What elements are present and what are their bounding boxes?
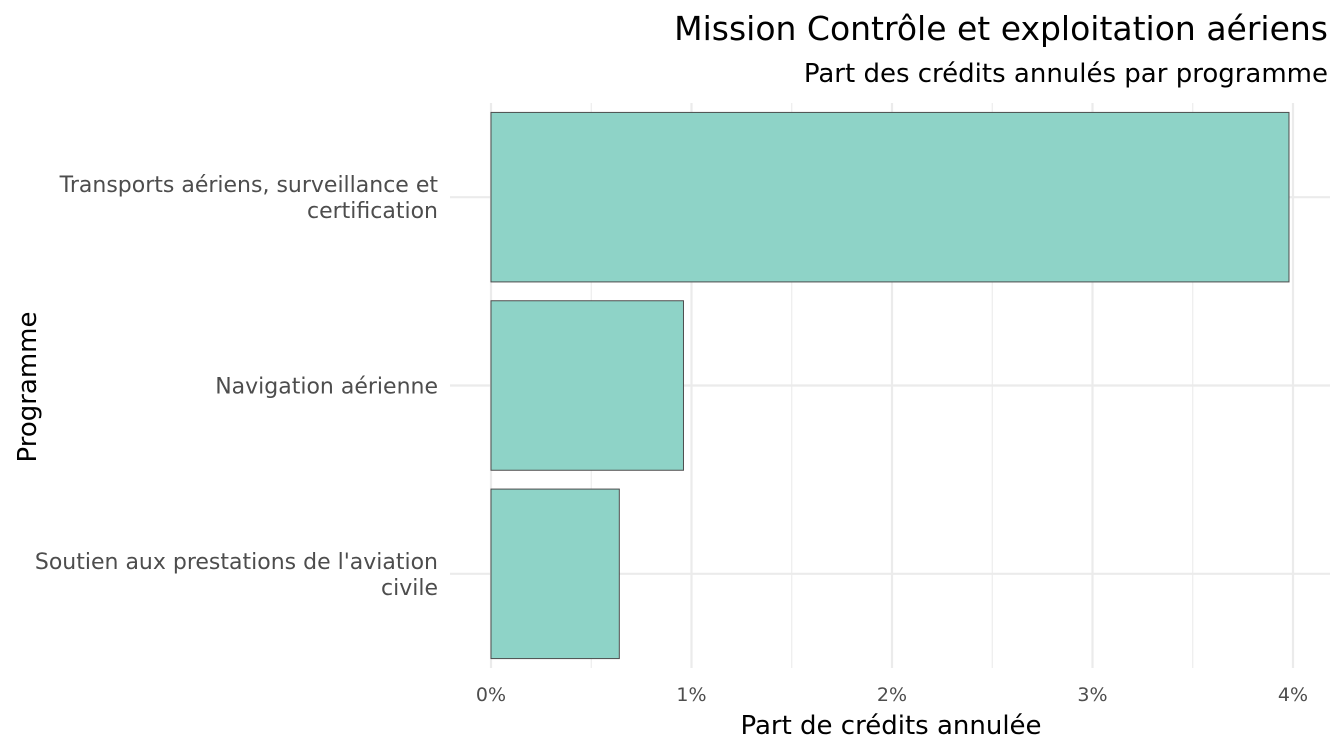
chart-subtitle: Part des crédits annulés par programme — [804, 59, 1328, 89]
category-label: Soutien aux prestations de l'aviation civ… — [35, 550, 438, 601]
bar-3 — [490, 488, 620, 660]
bar-1 — [490, 111, 1290, 283]
y-axis-title: Programme — [13, 311, 43, 462]
x-tick-label: 2% — [877, 684, 907, 706]
x-tick-label: 4% — [1278, 684, 1308, 706]
x-tick-labels: 0% 1% 2% 3% 4% — [476, 684, 1308, 706]
x-tick-label: 0% — [476, 684, 506, 706]
x-tick-label: 3% — [1077, 684, 1107, 706]
bars — [490, 111, 1290, 660]
category-labels: Transports aériens, surveillance et certi… — [35, 173, 439, 601]
bar-2 — [490, 300, 684, 471]
category-label: Transports aériens, surveillance et certi… — [59, 173, 439, 224]
x-axis-title: Part de crédits annulée — [740, 711, 1041, 741]
x-tick-label: 1% — [676, 684, 706, 706]
category-label: Navigation aérienne — [215, 375, 438, 400]
chart-title: Mission Contrôle et exploitation aériens — [674, 9, 1328, 48]
